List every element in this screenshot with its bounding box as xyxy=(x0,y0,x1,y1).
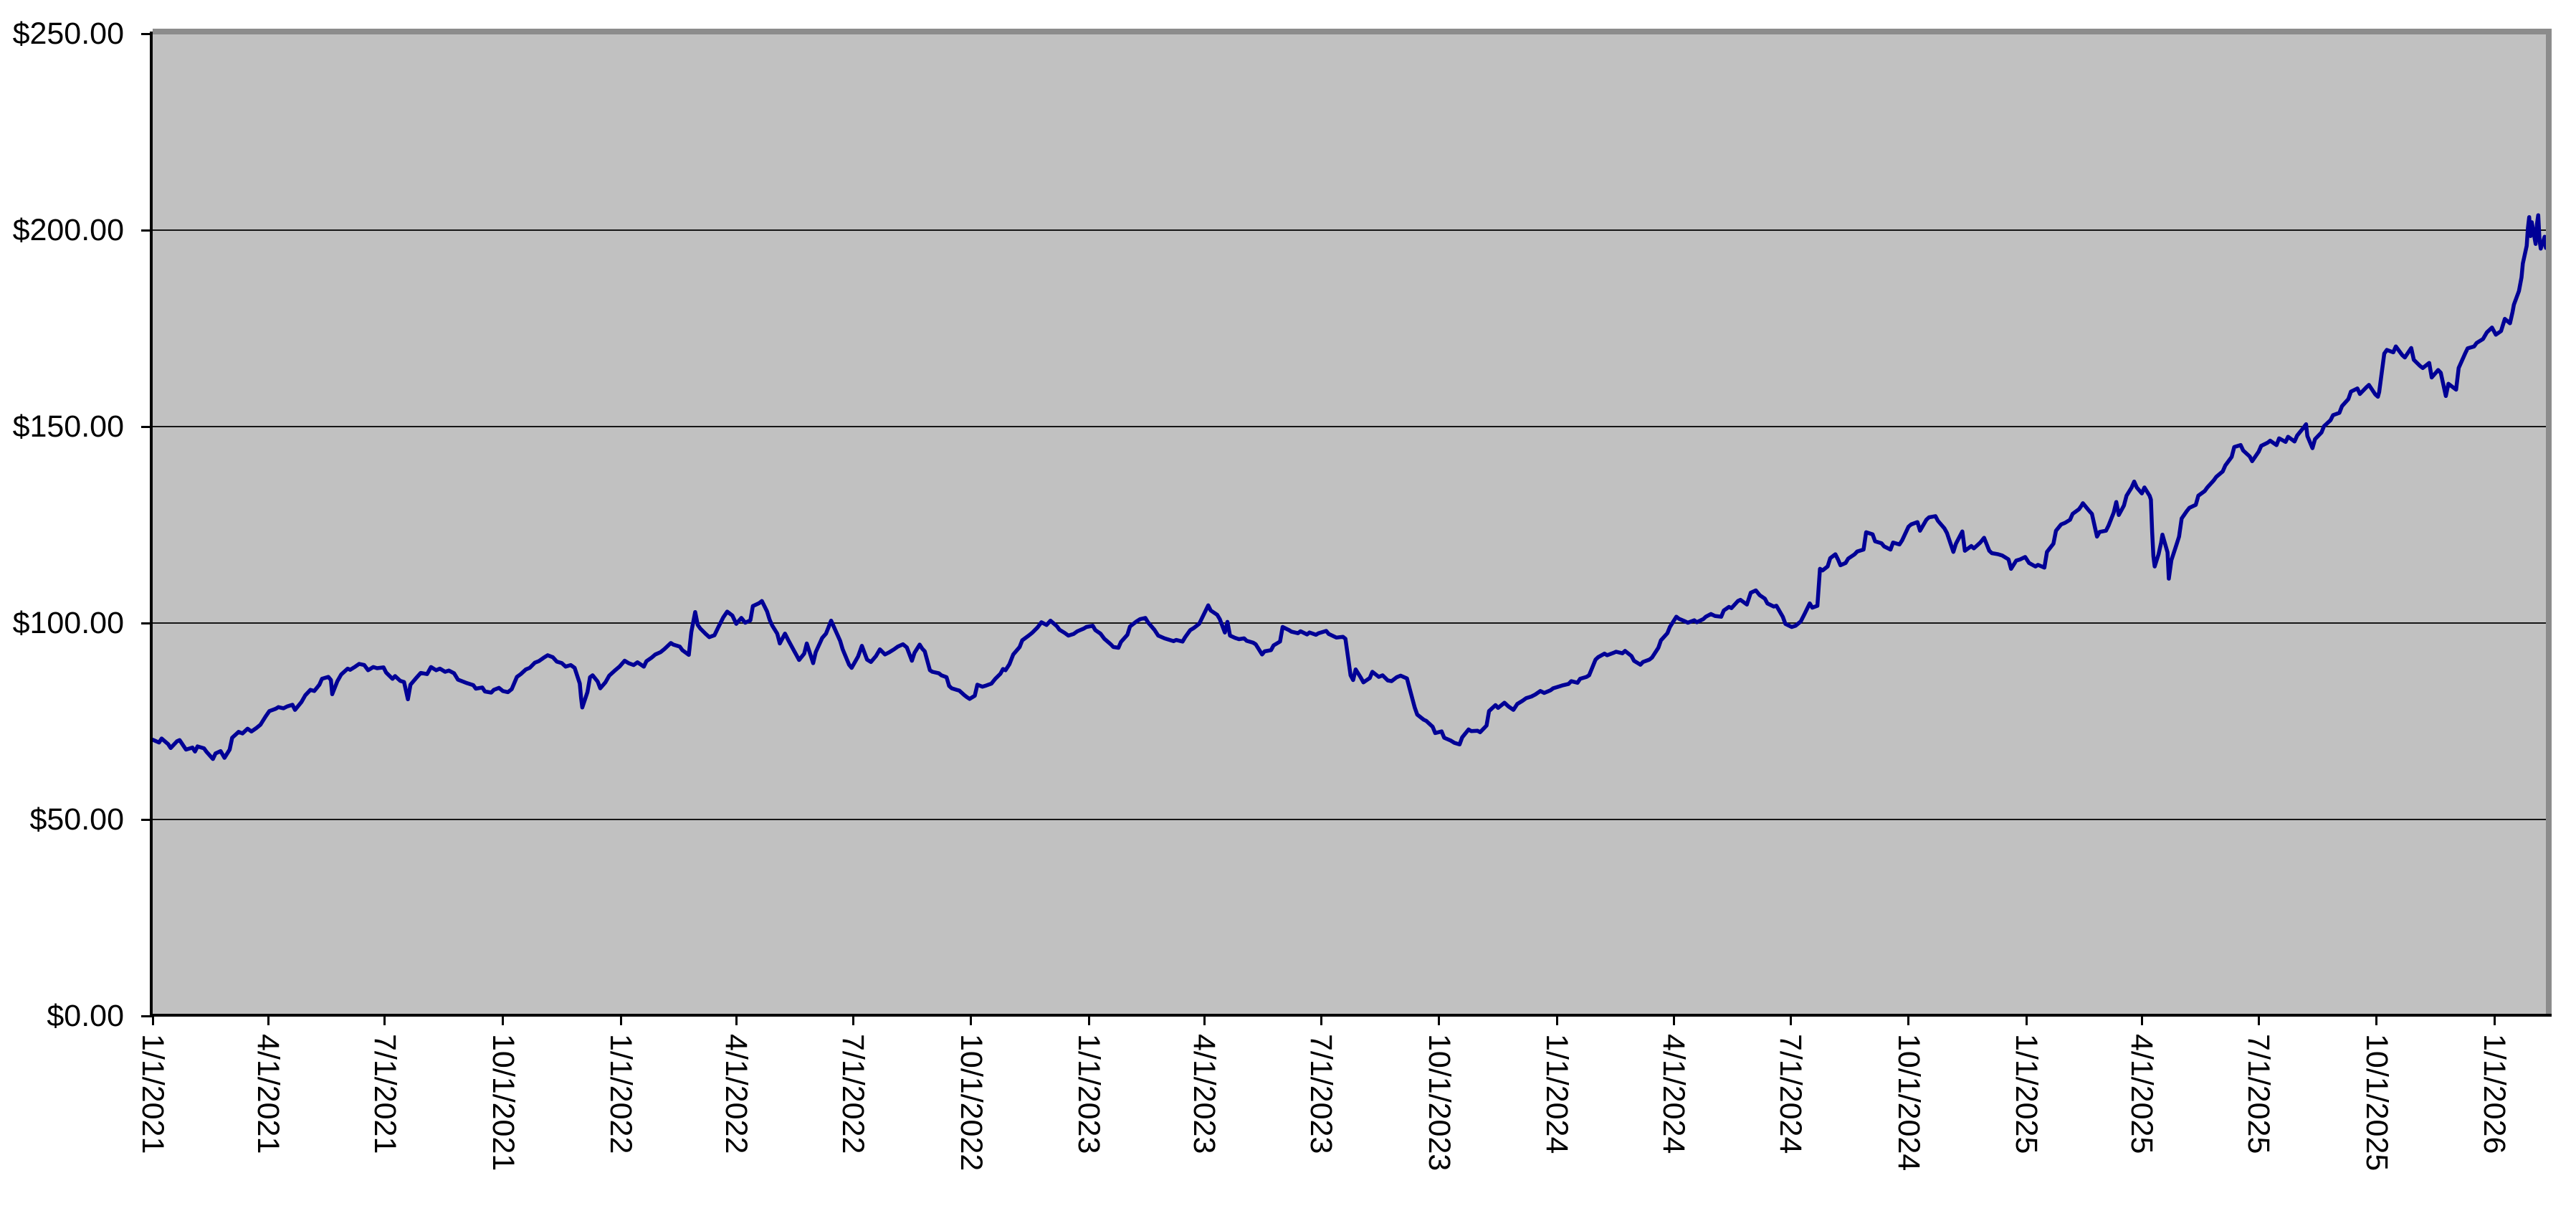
y-tick-label: $150.00 xyxy=(12,409,124,444)
x-tick-label: 7/1/2025 xyxy=(2241,1034,2276,1154)
x-tick-mark xyxy=(502,1016,504,1025)
x-tick-mark xyxy=(2375,1016,2378,1025)
x-tick-mark xyxy=(267,1016,269,1025)
gridline xyxy=(153,622,2546,624)
y-tick-mark xyxy=(141,229,153,232)
x-tick-mark xyxy=(1203,1016,1206,1025)
x-tick-label: 10/1/2022 xyxy=(953,1034,988,1172)
y-tick-mark xyxy=(141,1014,153,1017)
x-tick-label: 1/1/2022 xyxy=(604,1034,639,1154)
x-tick-mark xyxy=(1907,1016,1910,1025)
x-tick-label: 4/1/2023 xyxy=(1187,1034,1222,1154)
y-tick-label: $50.00 xyxy=(29,802,124,837)
y-tick-label: $0.00 xyxy=(47,999,124,1033)
x-tick-mark xyxy=(1320,1016,1322,1025)
x-tick-mark xyxy=(383,1016,386,1025)
x-tick-label: 7/1/2024 xyxy=(1773,1034,1808,1154)
x-tick-label: 1/1/2025 xyxy=(2009,1034,2044,1154)
price-line xyxy=(153,213,2546,761)
x-tick-mark xyxy=(1555,1016,1558,1025)
x-tick-mark xyxy=(1789,1016,1792,1025)
x-tick-mark xyxy=(970,1016,973,1025)
x-tick-mark xyxy=(2025,1016,2028,1025)
x-tick-label: 4/1/2024 xyxy=(1656,1034,1692,1154)
x-tick-mark xyxy=(2140,1016,2143,1025)
x-tick-label: 1/1/2023 xyxy=(1072,1034,1107,1154)
x-tick-mark xyxy=(2493,1016,2496,1025)
gridline xyxy=(153,819,2546,820)
x-tick-mark xyxy=(2257,1016,2260,1025)
y-tick-mark xyxy=(141,425,153,428)
x-tick-label: 10/1/2025 xyxy=(2359,1034,2394,1172)
plot-border-top xyxy=(153,29,2551,34)
plot-border-right xyxy=(2546,29,2552,1017)
x-tick-label: 1/1/2021 xyxy=(135,1034,170,1154)
x-tick-label: 4/1/2025 xyxy=(2124,1034,2160,1154)
gridline xyxy=(153,229,2546,231)
gridline xyxy=(153,426,2546,427)
x-tick-label: 7/1/2021 xyxy=(367,1034,402,1154)
y-tick-label: $200.00 xyxy=(12,213,124,247)
x-tick-label: 10/1/2024 xyxy=(1891,1034,1926,1172)
x-axis-line xyxy=(150,1014,2552,1017)
x-tick-label: 4/1/2021 xyxy=(251,1034,286,1154)
y-axis-line xyxy=(150,32,153,1017)
y-tick-mark xyxy=(141,818,153,821)
plot-area xyxy=(153,34,2546,1016)
x-tick-mark xyxy=(1087,1016,1090,1025)
x-tick-mark xyxy=(851,1016,854,1025)
y-tick-mark xyxy=(141,622,153,624)
x-tick-label: 10/1/2023 xyxy=(1421,1034,1456,1172)
x-tick-label: 4/1/2022 xyxy=(719,1034,754,1154)
x-tick-label: 7/1/2022 xyxy=(836,1034,870,1154)
x-tick-label: 10/1/2021 xyxy=(485,1034,520,1172)
x-tick-mark xyxy=(619,1016,622,1025)
price-line-chart xyxy=(153,213,2546,761)
y-tick-mark xyxy=(141,32,153,35)
x-tick-mark xyxy=(1672,1016,1675,1025)
x-tick-label: 1/1/2024 xyxy=(1540,1034,1575,1154)
y-tick-label: $100.00 xyxy=(12,606,124,640)
x-tick-label: 7/1/2023 xyxy=(1304,1034,1339,1154)
y-tick-label: $250.00 xyxy=(12,16,124,51)
x-tick-mark xyxy=(151,1016,154,1025)
x-tick-mark xyxy=(735,1016,738,1025)
x-tick-label: 1/1/2026 xyxy=(2477,1034,2512,1154)
x-tick-mark xyxy=(1438,1016,1441,1025)
